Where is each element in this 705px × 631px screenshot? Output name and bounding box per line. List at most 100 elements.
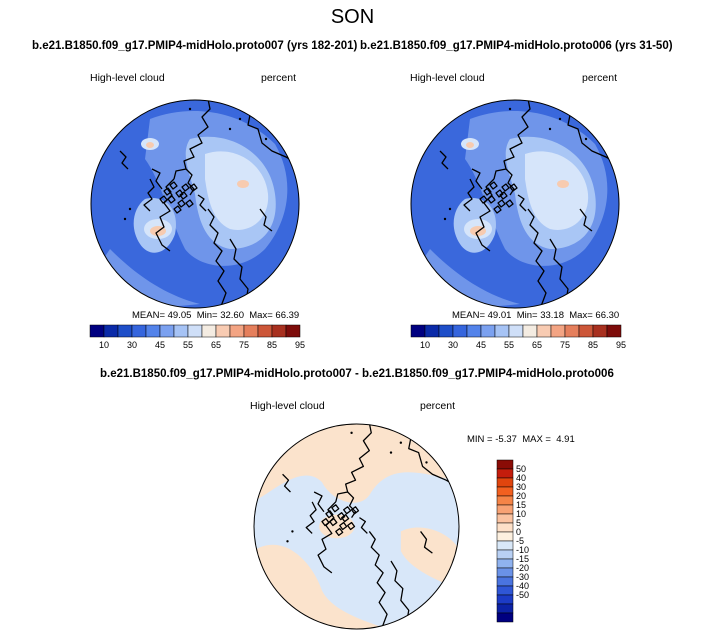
coastline <box>317 501 337 574</box>
colorbar-tick-label: -5 <box>516 536 525 546</box>
colorbar-tick-label: -10 <box>516 545 530 555</box>
colorbar-tick-label: 75 <box>559 340 571 350</box>
island-coastline <box>175 189 184 198</box>
colorbar-swatch <box>550 324 566 338</box>
islet <box>188 107 192 111</box>
island-coastline <box>509 183 518 192</box>
coastline <box>475 178 495 252</box>
season-title: SON <box>330 6 375 28</box>
colorbar-swatch <box>496 513 514 524</box>
colorbar-tick-label: 5 <box>516 518 522 528</box>
colorbar-swatch <box>131 324 147 338</box>
diff-stats: MIN = -5.37 MAX = 4.91 <box>467 434 575 445</box>
colorbar-swatch <box>257 324 273 338</box>
colorbar-swatch <box>243 324 259 338</box>
colorbar-swatch <box>606 324 622 338</box>
colorbar-swatch <box>89 324 105 338</box>
colorbar-tick-label: 45 <box>154 340 166 350</box>
colorbar-swatch <box>496 549 514 560</box>
colorbar-tick-label: 40 <box>516 473 527 483</box>
colorbar-tick-label: -20 <box>516 563 530 573</box>
islet <box>238 117 242 121</box>
right-min-value: 33.18 <box>540 310 564 321</box>
island-coastline <box>331 504 340 513</box>
coastline <box>143 178 155 212</box>
colorbar-swatch <box>496 540 514 551</box>
colorbar-swatch <box>496 486 514 497</box>
colorbar-swatch <box>496 585 514 596</box>
colorbar-swatch <box>117 324 133 338</box>
islet <box>443 217 447 221</box>
asia-warm-spot <box>466 142 474 148</box>
islet <box>425 461 428 464</box>
coastline <box>359 517 368 534</box>
colorbar-swatch <box>496 558 514 569</box>
coastline <box>579 208 593 232</box>
colorbar-swatch <box>496 495 514 506</box>
colorbar-swatch <box>496 477 514 488</box>
island-coastline <box>495 189 504 198</box>
coastline <box>390 560 410 623</box>
colorbar-swatch <box>187 324 203 338</box>
left-stats: MEAN= 49.05 Min= 32.60 Max= 66.39 <box>132 310 299 321</box>
left-max-value: 66.39 <box>275 310 300 321</box>
right-variable-label: High-level cloud <box>410 72 485 84</box>
colorbar-tick-label: 85 <box>587 340 599 350</box>
colorbar-swatch <box>424 324 440 338</box>
colorbar-tick-label: 65 <box>531 340 543 350</box>
colorbar-tick-label: 30 <box>447 340 459 350</box>
colorbar-swatch <box>496 576 514 587</box>
island-coastline <box>185 199 194 208</box>
coastline <box>197 194 207 212</box>
colorbar-swatch <box>201 324 217 338</box>
islet <box>584 137 588 141</box>
diff-polar-map <box>253 423 460 630</box>
coastline <box>517 194 527 212</box>
island-coastline <box>163 187 172 196</box>
island-coastline <box>329 517 338 527</box>
coastline <box>335 423 372 503</box>
islet <box>389 451 393 454</box>
colorbar-swatch <box>578 324 594 338</box>
colorbar-swatch <box>496 594 514 605</box>
island-coastline <box>325 510 334 519</box>
right-mean-value: 49.01 <box>487 310 512 321</box>
left-mean-label: MEAN= <box>132 310 165 321</box>
island-coastline <box>337 512 346 521</box>
colorbar-tick-label: 10 <box>419 340 431 350</box>
colorbar-swatch <box>522 324 538 338</box>
right-stats: MEAN= 49.01 Min= 33.18 Max= 66.30 <box>452 310 619 321</box>
colorbar-tick-label: 0 <box>516 527 522 537</box>
colorbar-swatch <box>410 324 426 338</box>
diff-min-label: MIN = <box>467 434 493 445</box>
colorbar-tick-label: 55 <box>503 340 515 350</box>
polar-field <box>205 151 269 230</box>
island-coastline <box>189 183 198 192</box>
colorbar-swatch <box>452 324 468 338</box>
map-border <box>253 423 460 630</box>
islet <box>558 117 562 121</box>
colorbar-swatch <box>496 531 514 542</box>
colorbar-swatch <box>103 324 119 338</box>
coastline <box>439 150 449 170</box>
colorbar-swatch <box>496 459 514 470</box>
islet <box>286 540 289 543</box>
colorbar-swatch <box>159 324 175 338</box>
colorbar-tick-label: 45 <box>475 340 487 350</box>
island-coastline <box>335 527 344 537</box>
atlantic-field <box>411 249 520 308</box>
coastline <box>229 238 249 302</box>
colorbar-tick-label: -30 <box>516 572 530 582</box>
diff-panel-title: b.e21.B1850.f09_g17.PMIP4-midHolo.proto0… <box>100 368 614 380</box>
islet <box>123 217 127 221</box>
islet <box>291 530 294 533</box>
coastline <box>313 491 325 513</box>
islet <box>448 207 452 211</box>
pacific-warm-spot <box>237 180 249 188</box>
coastline <box>368 531 388 630</box>
right-panel-title: b.e21.B1850.f09_g17.PMIP4-midHolo.proto0… <box>360 40 673 52</box>
diff-variable-label: High-level cloud <box>250 400 325 412</box>
island-coastline <box>169 181 178 190</box>
island-coastline <box>346 521 356 531</box>
island-coastline <box>505 199 514 208</box>
